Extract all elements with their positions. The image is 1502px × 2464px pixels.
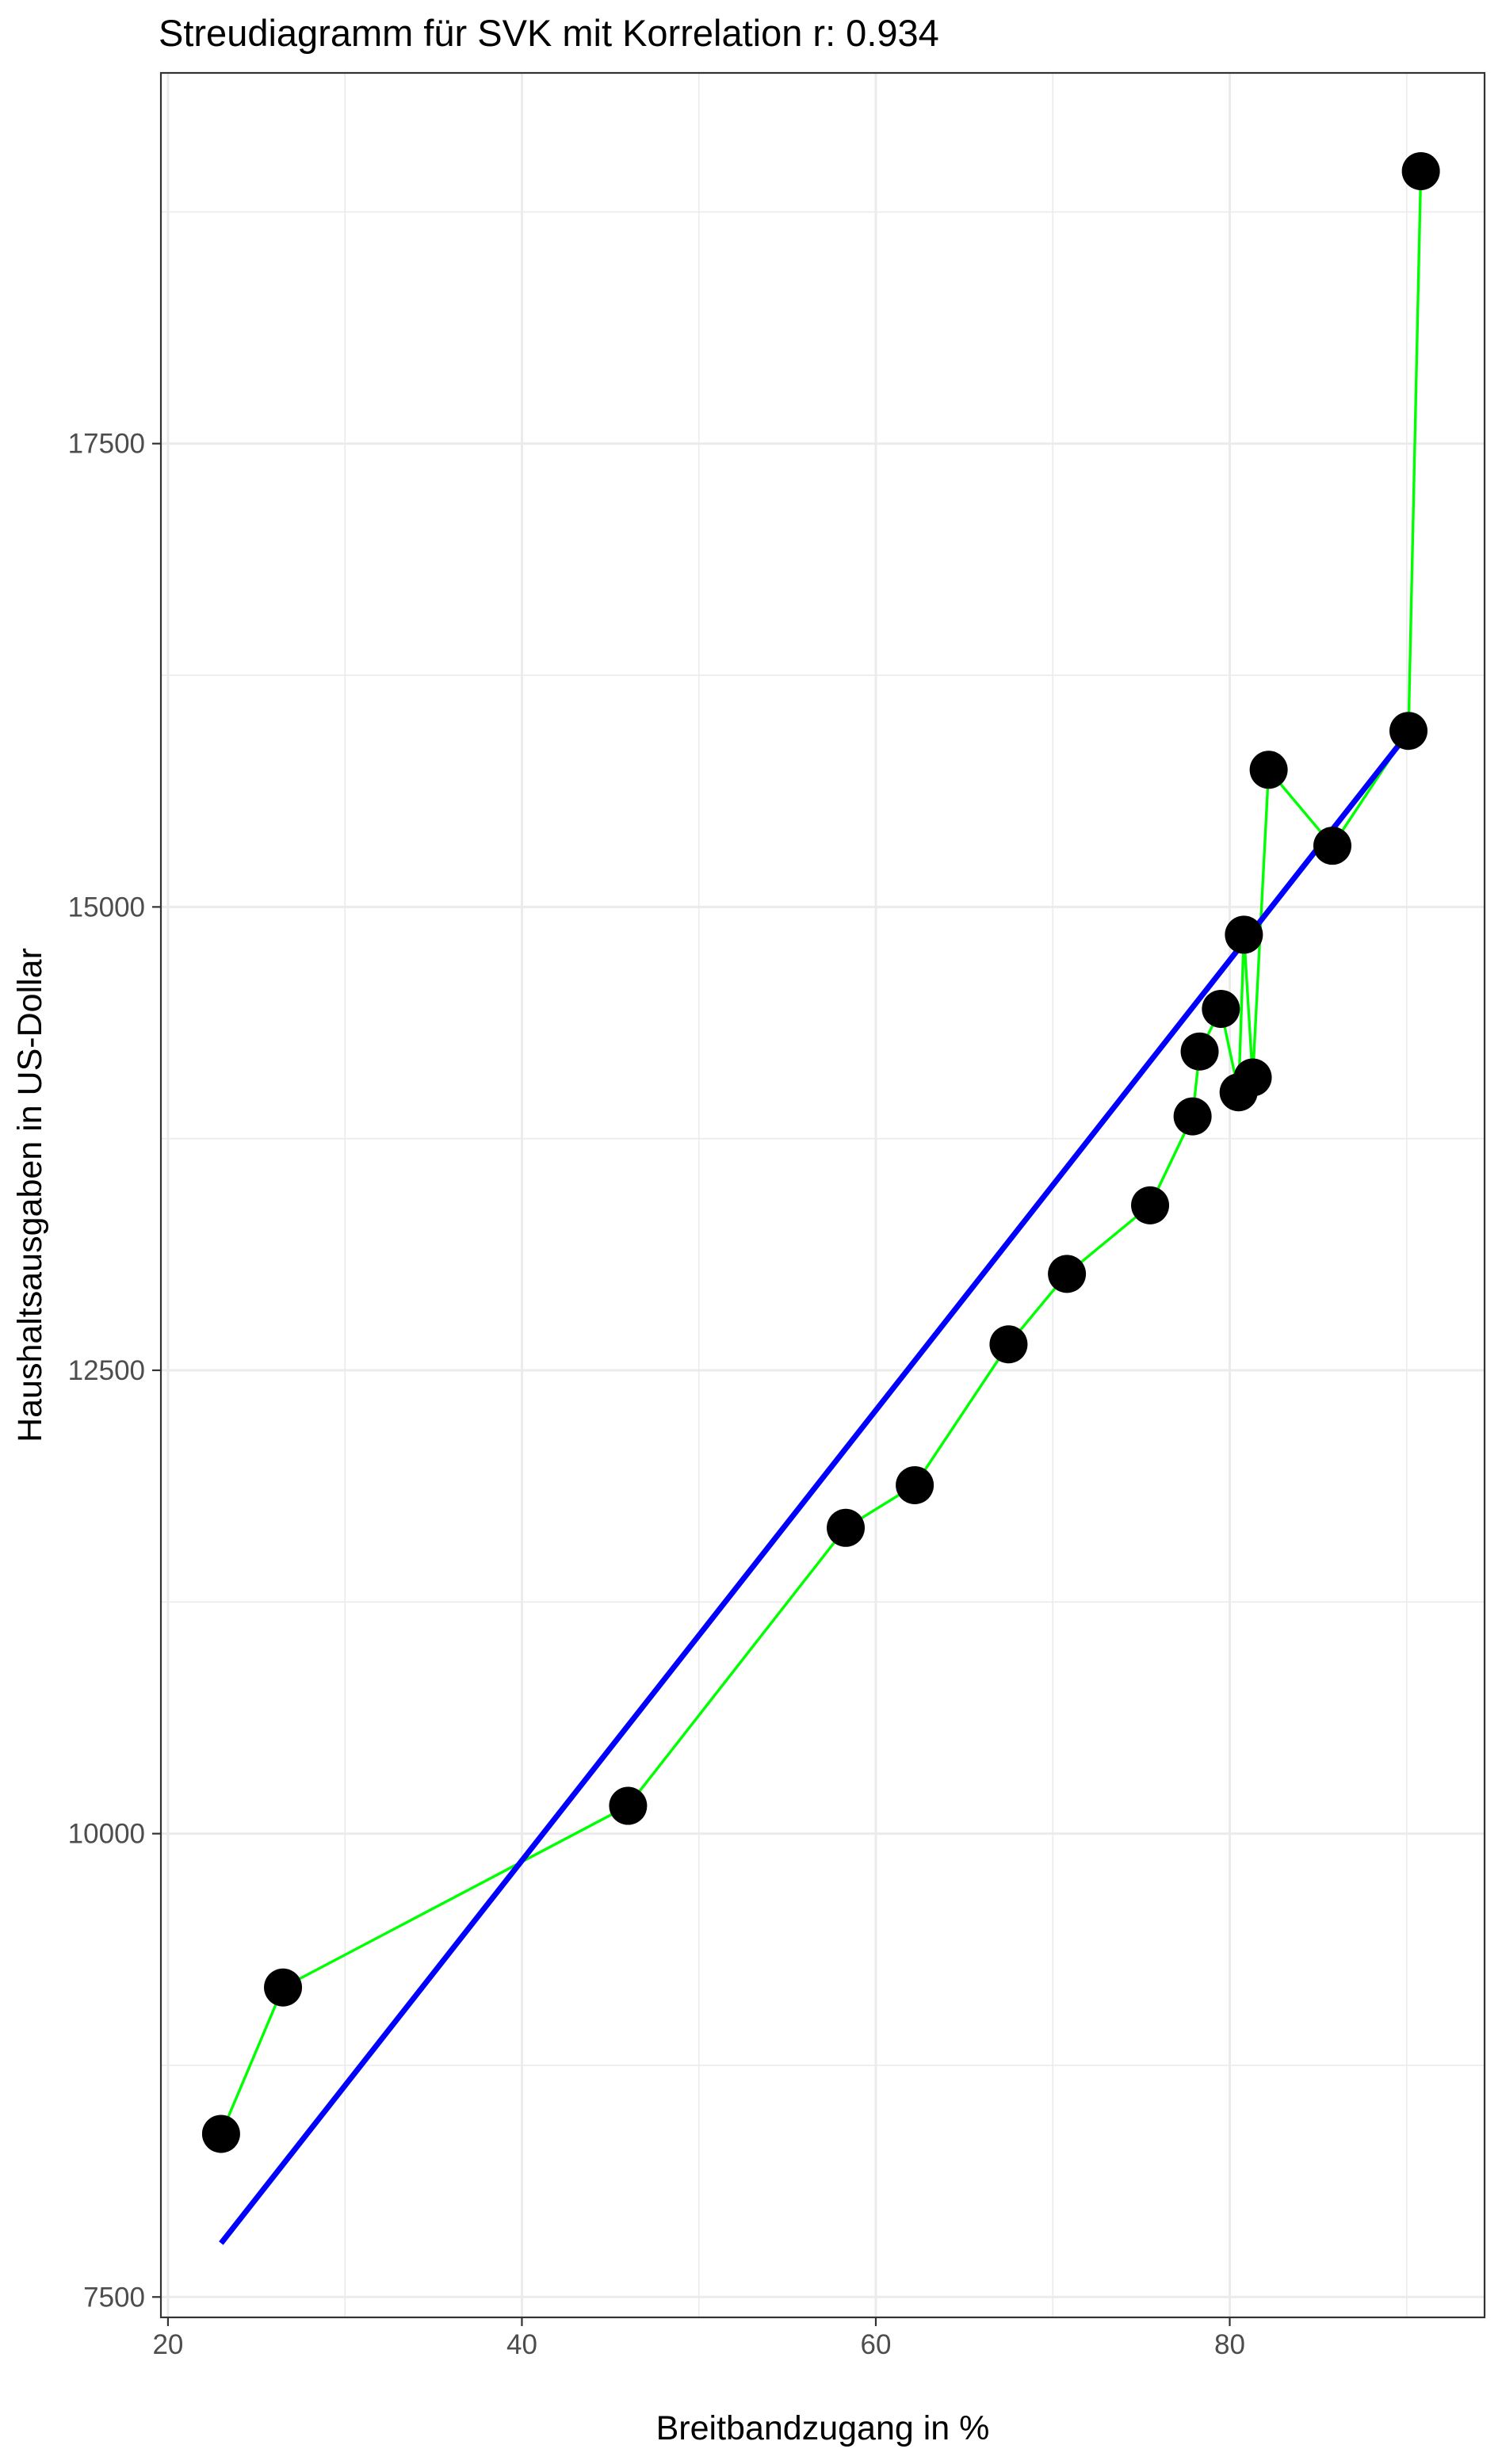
minor-grid (161, 73, 1485, 2317)
data-point (1173, 1097, 1212, 1136)
x-tick-label: 20 (152, 2329, 183, 2360)
y-axis-label: Haushaltsausgaben in US-Dollar (11, 948, 49, 1442)
panel-border (159, 71, 1486, 2319)
chart-title: Streudiagramm für SVK mit Korrelation r:… (159, 12, 939, 54)
data-point (1313, 827, 1351, 865)
data-point (896, 1465, 934, 1504)
data-point (1389, 712, 1427, 751)
y-axis: 7500 10000 12500 15000 17500 (68, 429, 161, 2313)
data-point (609, 1786, 648, 1825)
y-tick-label: 15000 (68, 892, 145, 923)
regression-line (219, 731, 1411, 2245)
x-tick-label: 80 (1214, 2329, 1245, 2360)
data-point (1180, 1032, 1219, 1071)
regression-line-group (219, 731, 1411, 2245)
data-points (201, 151, 1440, 2153)
data-point (1048, 1255, 1087, 1293)
x-tick-label: 40 (506, 2329, 537, 2360)
data-point (1131, 1186, 1170, 1224)
data-point (1401, 151, 1440, 190)
data-point (827, 1508, 866, 1547)
data-point (989, 1325, 1028, 1364)
y-tick-label: 17500 (68, 429, 145, 460)
data-point (264, 1968, 303, 2007)
y-tick-label: 7500 (83, 2282, 145, 2313)
major-grid (161, 73, 1485, 2317)
data-point (1249, 751, 1288, 789)
y-tick-label: 12500 (68, 1355, 145, 1386)
x-tick-label: 60 (861, 2329, 892, 2360)
x-axis-label: Breitbandzugang in % (656, 2409, 990, 2447)
data-point (201, 2114, 240, 2153)
y-tick-label: 10000 (68, 1819, 145, 1850)
data-point (1225, 915, 1263, 954)
plot-panel (161, 73, 1485, 2317)
x-axis: 20 40 60 80 (152, 2317, 1245, 2360)
data-point (1202, 989, 1240, 1028)
data-point (1233, 1058, 1272, 1097)
